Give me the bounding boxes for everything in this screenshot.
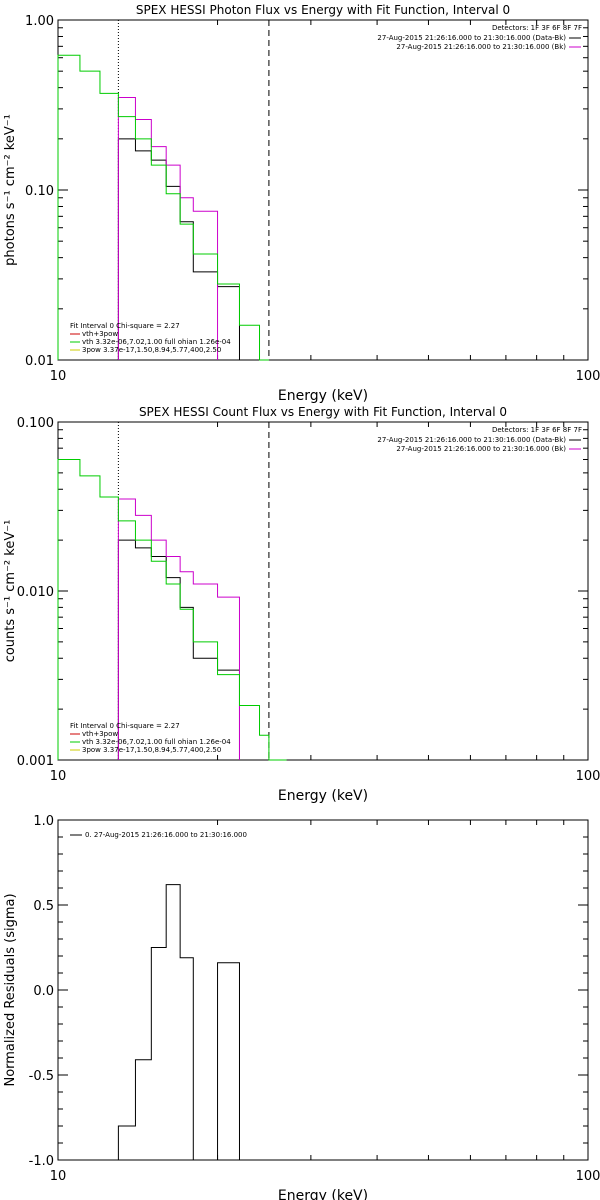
y-axis-label: counts s⁻¹ cm⁻² keV⁻¹ bbox=[3, 520, 18, 663]
x-axis-label: Energy (keV) bbox=[278, 388, 368, 404]
y-tick-label: 0.10 bbox=[25, 184, 54, 199]
legend-entry: vth+3pow bbox=[82, 730, 118, 738]
fit-summary-label: Fit Interval 0 Chi-square = 2.27 bbox=[70, 722, 180, 730]
header-interval-label: 27-Aug-2015 21:26:16.000 to 21:30:16.000… bbox=[377, 34, 566, 42]
series-2-step-line bbox=[57, 458, 287, 761]
y-tick-label: 0.5 bbox=[33, 899, 54, 914]
x-tick-label: 100 bbox=[576, 769, 600, 784]
y-tick-label: 0.001 bbox=[17, 754, 54, 769]
series-2-step-line bbox=[57, 54, 269, 361]
detectors-label: Detectors: 1F 3F 6F 8F 7F bbox=[492, 426, 582, 434]
x-axis-label: Energy (keV) bbox=[278, 788, 368, 804]
legend-entry: vth 3.32e-06,7.02,1.00 full ohian 1.26e-… bbox=[82, 338, 231, 346]
x-tick-label: 10 bbox=[50, 369, 67, 384]
header-interval-label: 27-Aug-2015 21:26:16.000 to 21:30:16.000… bbox=[396, 445, 566, 453]
series-1-step-line bbox=[117, 97, 219, 360]
legend-entry: 0. 27-Aug-2015 21:26:16.000 to 21:30:16.… bbox=[85, 831, 247, 839]
plot-frame bbox=[57, 421, 589, 761]
x-tick-label: 100 bbox=[576, 1169, 600, 1184]
y-tick-label: -1.0 bbox=[29, 1154, 54, 1169]
chart-title: SPEX HESSI Count Flux vs Energy with Fit… bbox=[139, 405, 507, 419]
y-tick-label: -0.5 bbox=[29, 1069, 54, 1084]
y-tick-label: 0.010 bbox=[17, 585, 54, 600]
y-axis-label: Normalized Residuals (sigma) bbox=[3, 893, 18, 1086]
y-axis-label: photons s⁻¹ cm⁻² keV⁻¹ bbox=[3, 114, 18, 266]
chart-panel-0: 10 100 1.00 0.10 0.01 SPEX HESSI Photon Flux … bbox=[3, 3, 600, 404]
y-tick-label: 0.100 bbox=[17, 416, 54, 431]
plot-frame bbox=[57, 19, 589, 361]
plot-frame bbox=[57, 819, 589, 1161]
x-tick-label: 10 bbox=[50, 1169, 67, 1184]
legend-entry: vth 3.32e-06,7.02,1.00 full ohian 1.26e-… bbox=[82, 738, 231, 746]
fit-summary-label: Fit Interval 0 Chi-square = 2.27 bbox=[70, 322, 180, 330]
y-tick-label: 1.0 bbox=[33, 814, 54, 829]
x-tick-label: 100 bbox=[576, 369, 600, 384]
x-tick-label: 10 bbox=[50, 769, 67, 784]
detectors-label: Detectors: 1F 3F 6F 8F 7F bbox=[492, 24, 582, 32]
header-interval-label: 27-Aug-2015 21:26:16.000 to 21:30:16.000… bbox=[377, 436, 566, 444]
y-tick-label: 1.00 bbox=[25, 14, 54, 29]
header-interval-label: 27-Aug-2015 21:26:16.000 to 21:30:16.000… bbox=[396, 43, 566, 51]
chart-panel-1: 10 100 0.100 0.010 0.001 SPEX HESSI Count Flu… bbox=[3, 405, 600, 804]
series-0-step-line bbox=[117, 884, 240, 1161]
chart-panel-2: 10 100 1.0 0.5 0.0 -0.5 -1.0 Energy (keV) Normal… bbox=[3, 814, 600, 1200]
x-axis-label: Energy (keV) bbox=[278, 1188, 368, 1200]
legend-entry: vth+3pow bbox=[82, 330, 118, 338]
series-1-step-line bbox=[117, 498, 240, 760]
y-tick-label: 0.01 bbox=[25, 354, 54, 369]
y-tick-label: 0.0 bbox=[33, 984, 54, 999]
legend-entry: 3pow 3.37e-17,1.50,8.94,5.77,400,2.50 bbox=[82, 746, 221, 754]
chart-title: SPEX HESSI Photon Flux vs Energy with Fi… bbox=[136, 3, 510, 17]
legend-entry: 3pow 3.37e-17,1.50,8.94,5.77,400,2.50 bbox=[82, 346, 221, 354]
